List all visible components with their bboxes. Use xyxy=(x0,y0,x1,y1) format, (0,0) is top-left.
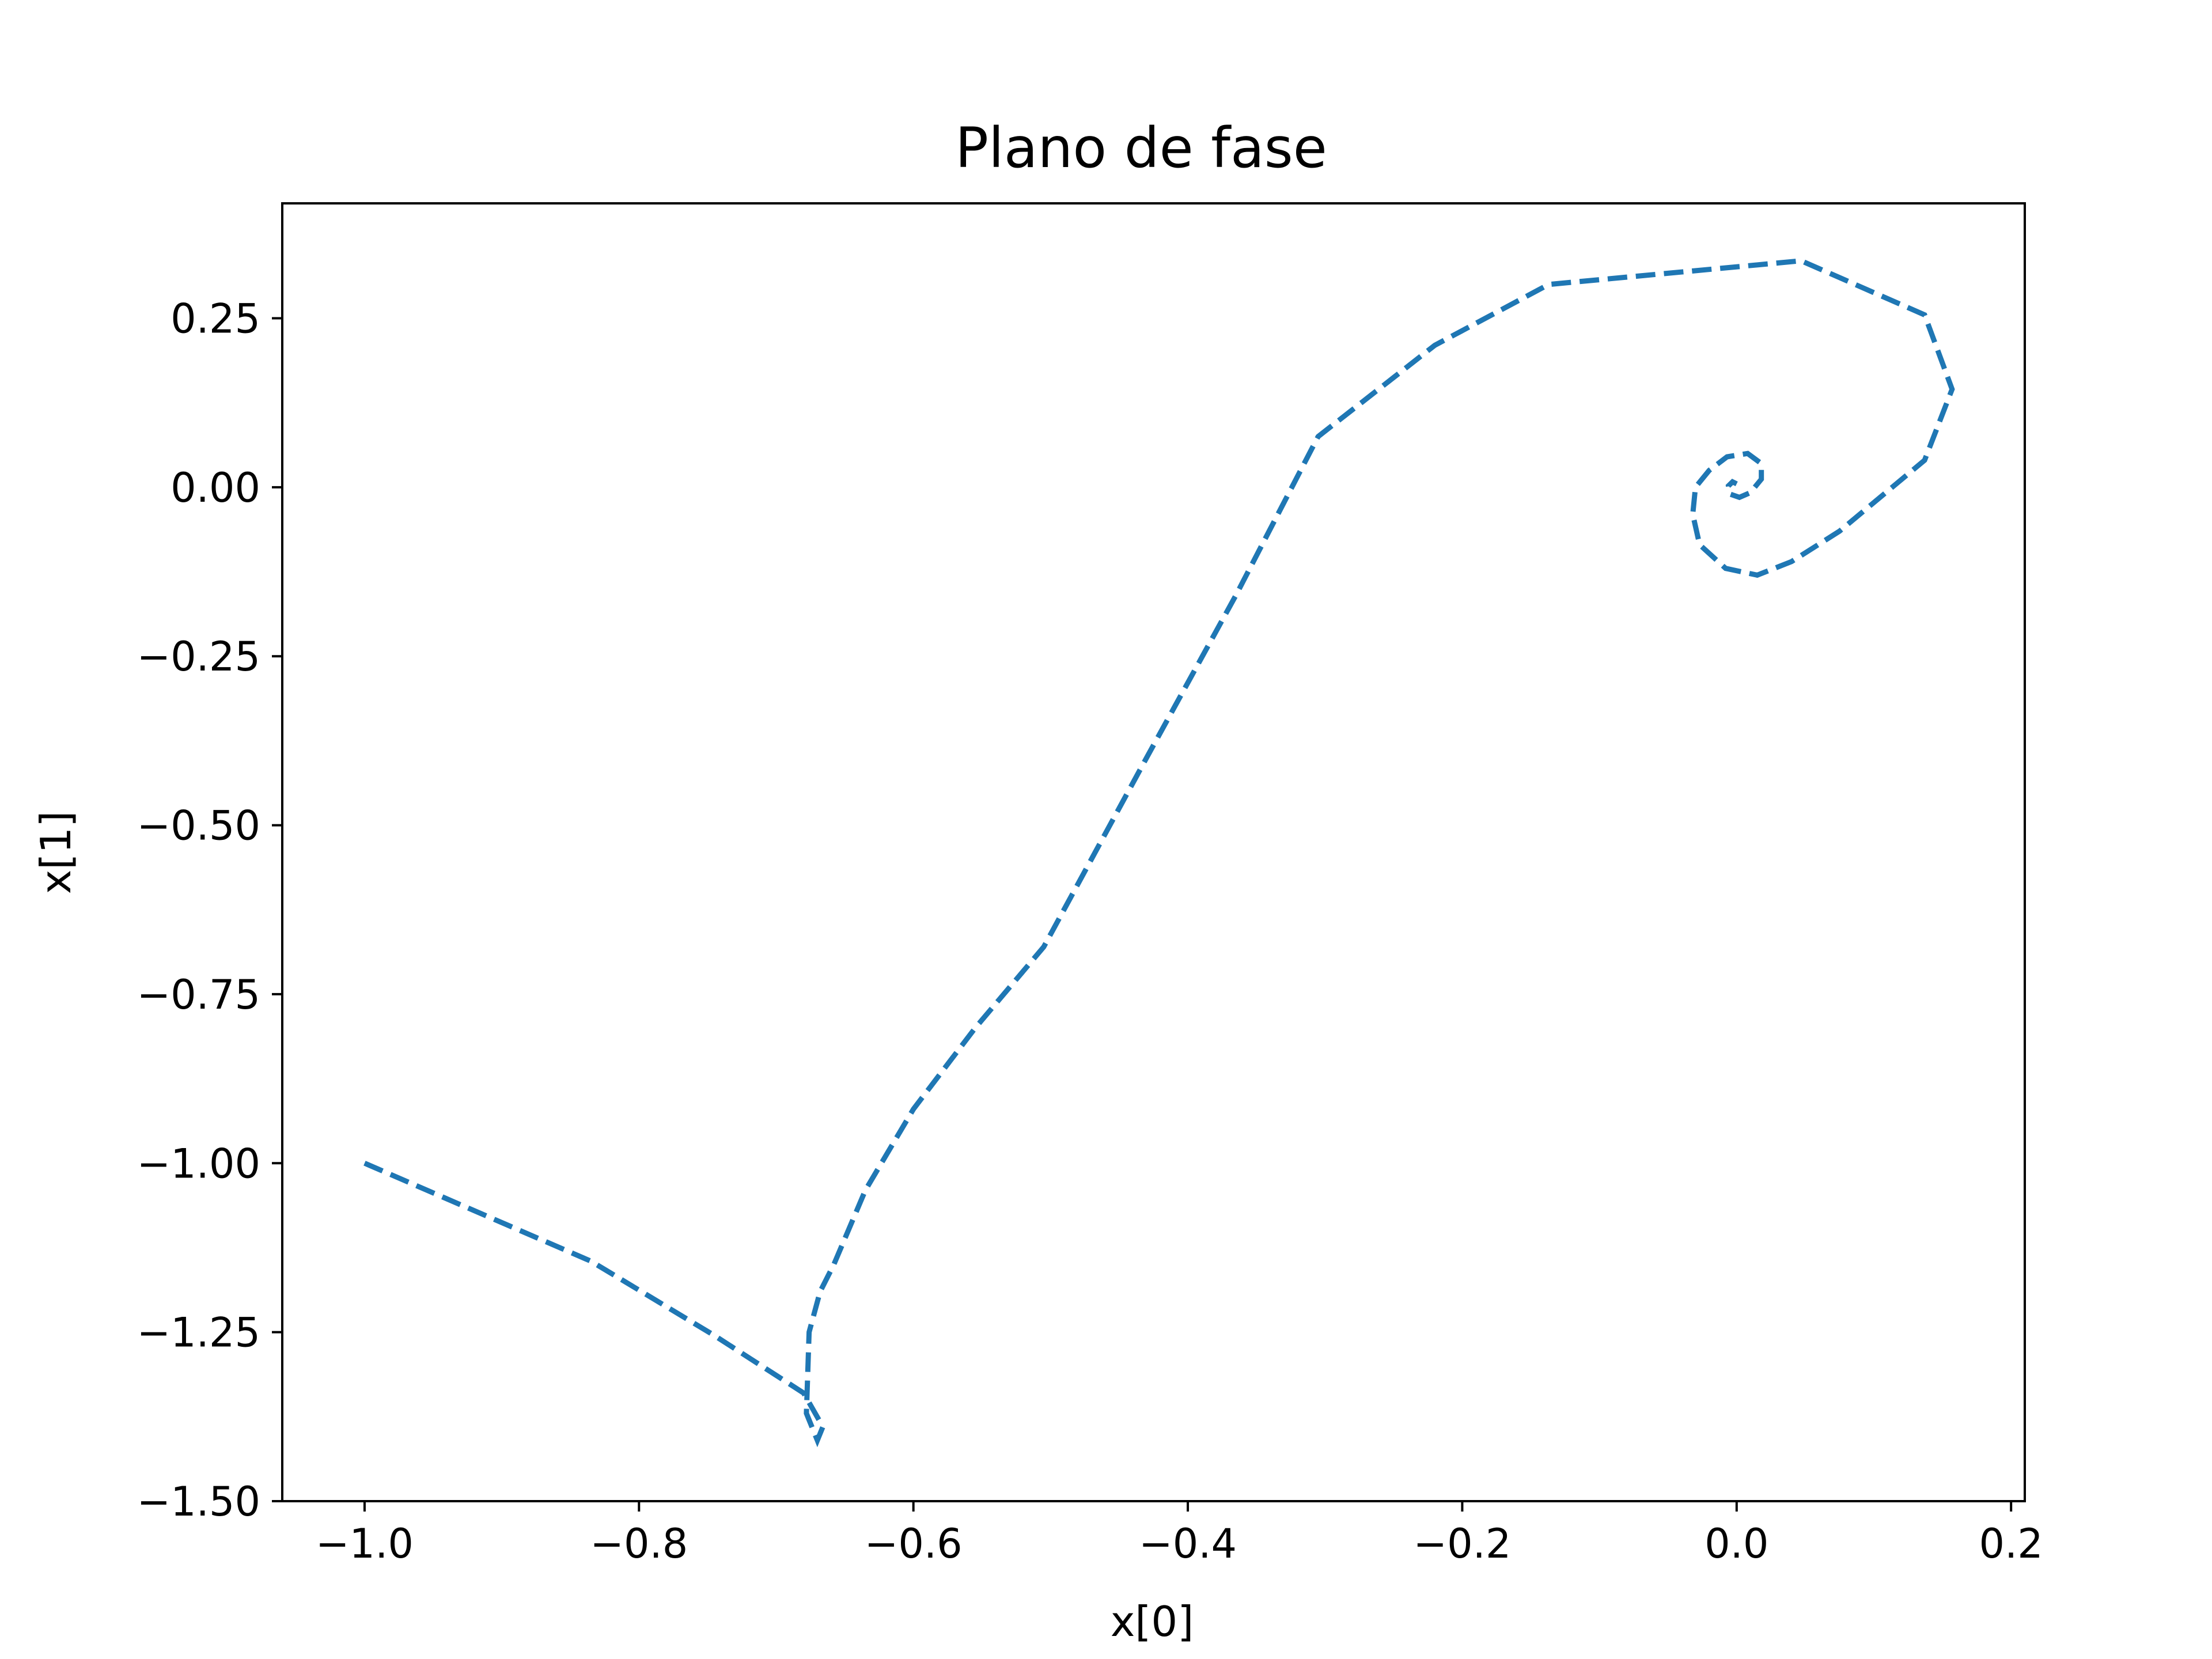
x-tick-label: −0.4 xyxy=(1139,1520,1237,1567)
chart-title: Plano de fase xyxy=(955,116,1327,180)
y-tick-label: 0.00 xyxy=(171,464,260,512)
x-tick-label: −0.6 xyxy=(865,1520,963,1567)
x-tick-label: −1.0 xyxy=(316,1520,414,1567)
y-tick-label: −1.25 xyxy=(137,1309,260,1357)
x-tick-label: −0.2 xyxy=(1413,1520,1511,1567)
series-line-0 xyxy=(363,258,1955,1448)
x-axis: −1.0 −0.8 −0.6 −0.4 −0.2 0.0 0.2 xyxy=(316,1501,2043,1567)
y-axis-label: x[1] xyxy=(32,811,80,895)
y-tick-label: −0.25 xyxy=(137,633,260,680)
x-tick-label: −0.8 xyxy=(590,1520,688,1567)
x-axis-label: x[0] xyxy=(1111,1597,1194,1646)
y-axis: 0.25 0.00 −0.25 −0.50 −0.75 −1.00 −1.25 −1.50 xyxy=(137,295,282,1525)
y-tick-label: −1.50 xyxy=(137,1478,260,1525)
plot-frame xyxy=(281,202,2026,1502)
x-tick-label: 0.0 xyxy=(1705,1520,1768,1567)
y-tick-label: 0.25 xyxy=(171,295,260,342)
y-tick-label: −0.50 xyxy=(137,802,260,850)
y-tick-label: −0.75 xyxy=(137,971,260,1018)
x-tick-label: 0.2 xyxy=(1979,1520,2043,1567)
series-layer xyxy=(363,258,1955,1448)
y-tick-label: −1.00 xyxy=(137,1140,260,1187)
